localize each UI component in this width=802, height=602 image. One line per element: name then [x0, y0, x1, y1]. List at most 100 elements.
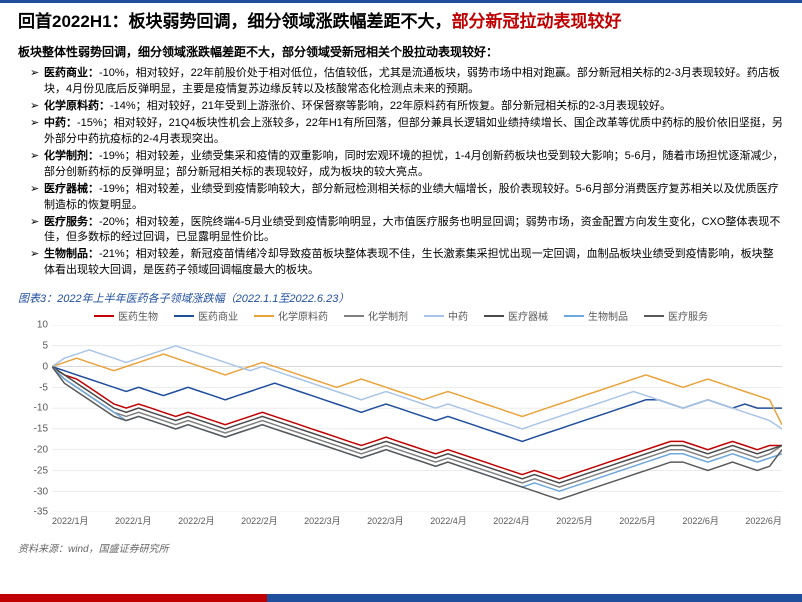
y-tick-label: -25 [34, 465, 48, 476]
legend-swatch [254, 315, 274, 317]
bullet-marker-icon: ➢ [30, 182, 44, 214]
bullet-row: ➢医疗器械：-19%；相对较差，业绩受到疫情影响较大，部分新冠检测相关标的业绩大… [30, 182, 784, 214]
legend-swatch [484, 315, 504, 317]
x-tick-label: 2022/1月 [115, 514, 152, 530]
bottom-bar-blue [267, 594, 802, 602]
legend-item: 医疗器械 [484, 308, 548, 323]
bullet-lead: 化学原料药： [44, 100, 110, 112]
legend-label: 医疗器械 [508, 308, 548, 323]
legend-label: 医药商业 [198, 308, 238, 323]
bullet-text: -19%；相对较差，业绩受到疫情影响较大，部分新冠检测相关标的业绩大幅增长，股价… [44, 183, 779, 211]
legend-label: 医药生物 [118, 308, 158, 323]
y-tick-label: -20 [34, 444, 48, 455]
y-tick-label: -15 [34, 424, 48, 435]
x-tick-label: 2022/4月 [493, 514, 530, 530]
x-tick-label: 2022/2月 [178, 514, 215, 530]
bullet-body: 中药：-15%；相对较好，21Q4板块性机会上涨较多，22年H1有所回落，但部分… [44, 116, 784, 148]
title-prefix: 回首2022H1：板块弱势回调，细分领域涨跌幅差距不大， [18, 12, 452, 31]
bullet-body: 化学制剂：-19%；相对较差，业绩受集采和疫情的双重影响，同时宏观环境的担忧，1… [44, 149, 784, 181]
legend-swatch [174, 315, 194, 317]
bullet-lead: 化学制剂： [44, 150, 99, 162]
y-tick-label: -5 [39, 382, 48, 393]
bullet-marker-icon: ➢ [30, 149, 44, 181]
bullet-lead: 医疗服务： [44, 216, 99, 228]
bullet-row: ➢医药商业：-10%，相对较好，22年前股价处于相对低位，估值较低，尤其是流通板… [30, 66, 784, 98]
chart-plot-wrap: 1050-5-10-15-20-25-30-35 2022/1月2022/1月2… [16, 325, 786, 530]
bullet-lead: 中药： [44, 117, 77, 129]
y-axis: 1050-5-10-15-20-25-30-35 [16, 325, 50, 530]
x-tick-label: 2022/2月 [241, 514, 278, 530]
x-tick-label: 2022/1月 [52, 514, 89, 530]
bullet-body: 医疗服务：-20%；相对较差，医院终端4-5月业绩受到疫情影响明显，大市值医疗服… [44, 215, 784, 247]
series-line [52, 367, 782, 500]
legend-swatch [644, 315, 664, 317]
bullet-body: 医药商业：-10%，相对较好，22年前股价处于相对低位，估值较低，尤其是流通板块… [44, 66, 784, 98]
chart-plot [52, 325, 782, 512]
legend-item: 医药商业 [174, 308, 238, 323]
y-tick-label: 10 [37, 320, 48, 331]
bullet-text: -19%；相对较差，业绩受集采和疫情的双重影响，同时宏观环境的担忧，1-4月创新… [44, 150, 783, 178]
bottom-bar-red [0, 594, 267, 602]
bullet-marker-icon: ➢ [30, 66, 44, 98]
x-tick-label: 2022/5月 [619, 514, 656, 530]
x-tick-label: 2022/6月 [682, 514, 719, 530]
bullet-marker-icon: ➢ [30, 247, 44, 279]
title-emphasis: 部分新冠拉动表现较好 [452, 12, 622, 31]
bullet-marker-icon: ➢ [30, 116, 44, 148]
legend-swatch [94, 315, 114, 317]
legend-label: 生物制品 [588, 308, 628, 323]
legend-label: 中药 [448, 308, 468, 323]
source-text: 资料来源：wind，国盛证券研究所 [0, 538, 802, 557]
bullet-text: -10%，相对较好，22年前股价处于相对低位，估值较低，尤其是流通板块，弱势市场… [44, 67, 780, 95]
legend-item: 化学制剂 [344, 308, 408, 323]
bullet-list: ➢医药商业：-10%，相对较好，22年前股价处于相对低位，估值较低，尤其是流通板… [0, 64, 802, 286]
series-line [52, 367, 782, 488]
legend-swatch [344, 315, 364, 317]
chart-area: 医药生物 医药商业 化学原料药 化学制剂 中药 医疗器械 生物制品 医疗服务 10 5 0 -5 -1… [16, 308, 786, 538]
chart-legend: 医药生物 医药商业 化学原料药 化学制剂 中药 医疗器械 生物制品 医疗服务 [16, 308, 786, 325]
bullet-text: -20%；相对较差，医院终端4-5月业绩受到疫情影响明显，大市值医疗服务也明显回… [44, 216, 780, 244]
legend-swatch [424, 315, 444, 317]
bullet-body: 化学原料药：-14%；相对较好，21年受到上游涨价、环保督察等影响，22年原料药… [44, 99, 784, 115]
y-tick-label: -30 [34, 486, 48, 497]
x-tick-label: 2022/5月 [556, 514, 593, 530]
bullet-lead: 生物制品： [44, 248, 99, 260]
legend-item: 化学原料药 [254, 308, 328, 323]
chart-caption: 图表3：2022年上半年医药各子领域涨跌幅（2022.1.1至2022.6.23… [0, 286, 802, 308]
legend-item: 医疗服务 [644, 308, 708, 323]
chart-svg [52, 325, 782, 512]
bullet-text: -15%；相对较好，21Q4板块性机会上涨较多，22年H1有所回落，但部分兼具长… [44, 117, 783, 145]
bullet-row: ➢化学原料药：-14%；相对较好，21年受到上游涨价、环保督察等影响，22年原料… [30, 99, 784, 115]
legend-item: 生物制品 [564, 308, 628, 323]
y-tick-label: -35 [34, 507, 48, 518]
bullet-row: ➢生物制品：-21%；相对较差，新冠疫苗情绪冷却导致疫苗板块整体表现不佳，生长激… [30, 247, 784, 279]
y-tick-label: -10 [34, 403, 48, 414]
bullet-row: ➢中药：-15%；相对较好，21Q4板块性机会上涨较多，22年H1有所回落，但部… [30, 116, 784, 148]
bullet-lead: 医疗器械： [44, 183, 99, 195]
x-tick-label: 2022/6月 [745, 514, 782, 530]
x-tick-label: 2022/3月 [367, 514, 404, 530]
bullet-text: -14%；相对较好，21年受到上游涨价、环保督察等影响，22年原料药有所恢复。部… [110, 100, 671, 112]
x-tick-label: 2022/3月 [304, 514, 341, 530]
bullet-marker-icon: ➢ [30, 99, 44, 115]
x-axis: 2022/1月 2022/1月 2022/2月 2022/2月 2022/3月 2022/… [52, 514, 782, 530]
legend-label: 医疗服务 [668, 308, 708, 323]
bottom-bar [0, 594, 802, 602]
x-tick-label: 2022/4月 [430, 514, 467, 530]
bullet-row: ➢化学制剂：-19%；相对较差，业绩受集采和疫情的双重影响，同时宏观环境的担忧，… [30, 149, 784, 181]
legend-swatch [564, 315, 584, 317]
legend-item: 中药 [424, 308, 468, 323]
y-tick-label: 0 [42, 361, 48, 372]
bullet-text: -21%；相对较差，新冠疫苗情绪冷却导致疫苗板块整体表现不佳，生长激素集采担忧出… [44, 248, 774, 276]
bullet-lead: 医药商业： [44, 67, 99, 79]
subtitle: 板块整体性弱势回调，细分领域涨跌幅差距不大，部分领域受新冠相关个股拉动表现较好： [0, 39, 802, 64]
y-tick-label: 5 [42, 341, 48, 352]
bullet-body: 生物制品：-21%；相对较差，新冠疫苗情绪冷却导致疫苗板块整体表现不佳，生长激素… [44, 247, 784, 279]
legend-item: 医药生物 [94, 308, 158, 323]
page-title: 回首2022H1：板块弱势回调，细分领域涨跌幅差距不大，部分新冠拉动表现较好 [0, 3, 802, 39]
bullet-marker-icon: ➢ [30, 215, 44, 247]
legend-label: 化学制剂 [368, 308, 408, 323]
legend-label: 化学原料药 [278, 308, 328, 323]
bullet-row: ➢医疗服务：-20%；相对较差，医院终端4-5月业绩受到疫情影响明显，大市值医疗… [30, 215, 784, 247]
bullet-body: 医疗器械：-19%；相对较差，业绩受到疫情影响较大，部分新冠检测相关标的业绩大幅… [44, 182, 784, 214]
